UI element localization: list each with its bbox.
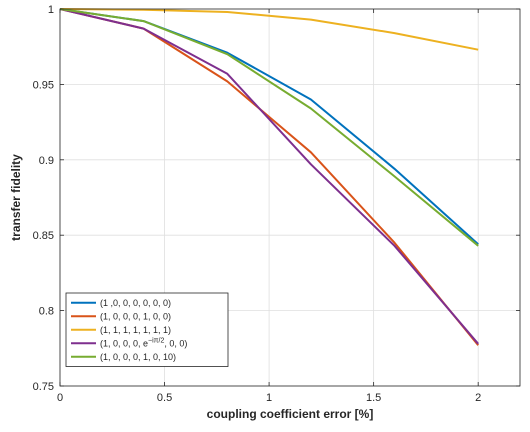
- legend-label-2: (1, 0, 0, 0, 1, 0, 0): [100, 311, 171, 321]
- x-tick-label: 0: [57, 392, 63, 404]
- legend-entry-2: (1, 0, 0, 0, 1, 0, 0): [71, 311, 171, 321]
- legend-label-4-prefix: (1, 0, 0, 0, e: [100, 338, 148, 348]
- plot-frame: [59, 8, 521, 387]
- y-tick-label: 0.75: [33, 381, 54, 393]
- x-axis-label: coupling coefficient error [%]: [207, 407, 374, 421]
- legend-label-4-superscript: −iπ/2: [148, 337, 164, 344]
- x-tick-label: 1.5: [366, 392, 381, 404]
- series-line-5: [59, 8, 479, 247]
- series-line-3: [59, 8, 479, 51]
- legend-label-4: (1, 0, 0, 0, e−iπ/2, 0, 0): [100, 337, 187, 348]
- series-line-4: [59, 8, 479, 345]
- legend-label-5: (1, 0, 0, 0, 1, 0, 10): [100, 352, 176, 362]
- y-tick-label: 1: [48, 4, 54, 16]
- series-lines: [59, 8, 479, 346]
- y-tick-label: 0.9: [39, 155, 54, 167]
- y-tick-label: 0.95: [33, 79, 54, 91]
- legend-entry-5: (1, 0, 0, 0, 1, 0, 10): [71, 352, 176, 362]
- y-tick-label: 0.8: [39, 306, 54, 318]
- legend-entry-4: (1, 0, 0, 0, e−iπ/2, 0, 0): [71, 337, 187, 348]
- legend-label-4-suffix: , 0, 0): [164, 338, 187, 348]
- legend: (1 ,0, 0, 0, 0, 0, 0) (1, 0, 0, 0, 1, 0,…: [65, 292, 229, 367]
- y-tick-label: 0.85: [33, 230, 54, 242]
- legend-label-1: (1 ,0, 0, 0, 0, 0, 0): [100, 298, 171, 308]
- y-axis-label: transfer fidelity: [9, 154, 23, 241]
- x-tick-label: 0.5: [157, 392, 172, 404]
- x-tick-label: 1: [266, 392, 272, 404]
- legend-entry-3: (1, 1, 1, 1, 1, 1, 1): [71, 325, 171, 335]
- x-tick-label: 2: [475, 392, 481, 404]
- legend-entry-1: (1 ,0, 0, 0, 0, 0, 0): [71, 298, 171, 308]
- y-tick-labels: 0.75 0.8 0.85 0.9 0.95 1: [33, 4, 54, 393]
- legend-label-3: (1, 1, 1, 1, 1, 1, 1): [100, 325, 171, 335]
- ticks: [59, 8, 520, 387]
- x-tick-labels: 0 0.5 1 1.5 2: [57, 392, 481, 404]
